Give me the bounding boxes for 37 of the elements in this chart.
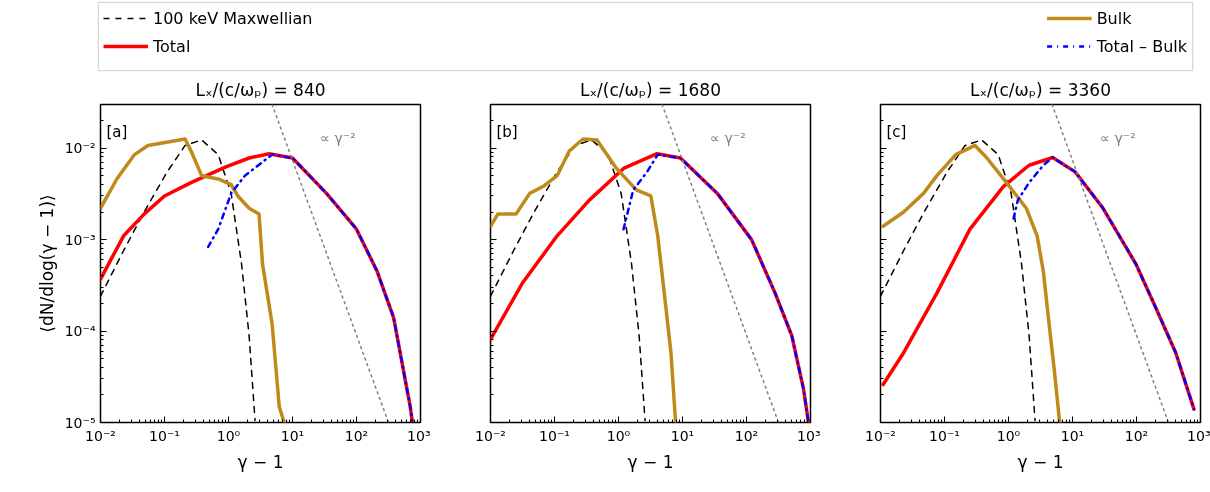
x-tick-label: 10⁻¹	[929, 427, 960, 444]
x-axis-title: γ − 1	[1017, 451, 1064, 472]
x-axis-title: γ − 1	[237, 451, 284, 472]
annotation: [c]	[886, 122, 907, 141]
y-tick-label: 10⁻⁴	[64, 323, 96, 340]
annotation: ∝ γ⁻²	[1100, 129, 1136, 146]
legend-label: Total – Bulk	[1096, 36, 1187, 56]
chart-title: Lₓ/(c/ωₚ) = 3360	[970, 79, 1111, 100]
legend-label: 100 keV Maxwellian	[153, 8, 313, 28]
x-tick-label: 10¹	[670, 427, 695, 444]
x-tick-label: 10²	[734, 427, 759, 444]
x-tick-label: 10⁻¹	[539, 427, 570, 444]
legend-label: Bulk	[1096, 8, 1132, 28]
x-tick-label: 10⁻²	[475, 427, 506, 444]
chart-title: Lₓ/(c/ωₚ) = 1680	[580, 79, 721, 100]
x-tick-label: 10³	[407, 427, 431, 444]
x-tick-label: 10⁰	[216, 427, 241, 444]
annotation: [a]	[106, 122, 128, 141]
y-tick-label: 10⁻³	[64, 231, 96, 248]
annotation: ∝ γ⁻²	[320, 129, 356, 146]
x-tick-label: 10⁰	[606, 427, 631, 444]
x-tick-label: 10¹	[280, 427, 305, 444]
x-tick-label: 10³	[1187, 427, 1210, 444]
x-tick-label: 10⁻¹	[149, 427, 180, 444]
y-tick-label: 10⁻²	[64, 140, 96, 157]
legend-label: Total	[153, 36, 191, 56]
chart-title: Lₓ/(c/ωₚ) = 840	[195, 79, 326, 100]
x-tick-label: 10⁰	[996, 427, 1021, 444]
y-axis-title: ⟨dN/dlog(γ − 1)⟩	[36, 194, 57, 333]
x-tick-label: 10²	[344, 427, 369, 444]
annotation: ∝ γ⁻²	[710, 129, 746, 146]
x-tick-label: 10⁻²	[865, 427, 896, 444]
x-axis-title: γ − 1	[627, 451, 674, 472]
x-tick-label: 10¹	[1060, 427, 1085, 444]
x-tick-label: 10³	[797, 427, 821, 444]
x-tick-label: 10²	[1124, 427, 1149, 444]
annotation: [b]	[496, 122, 518, 141]
